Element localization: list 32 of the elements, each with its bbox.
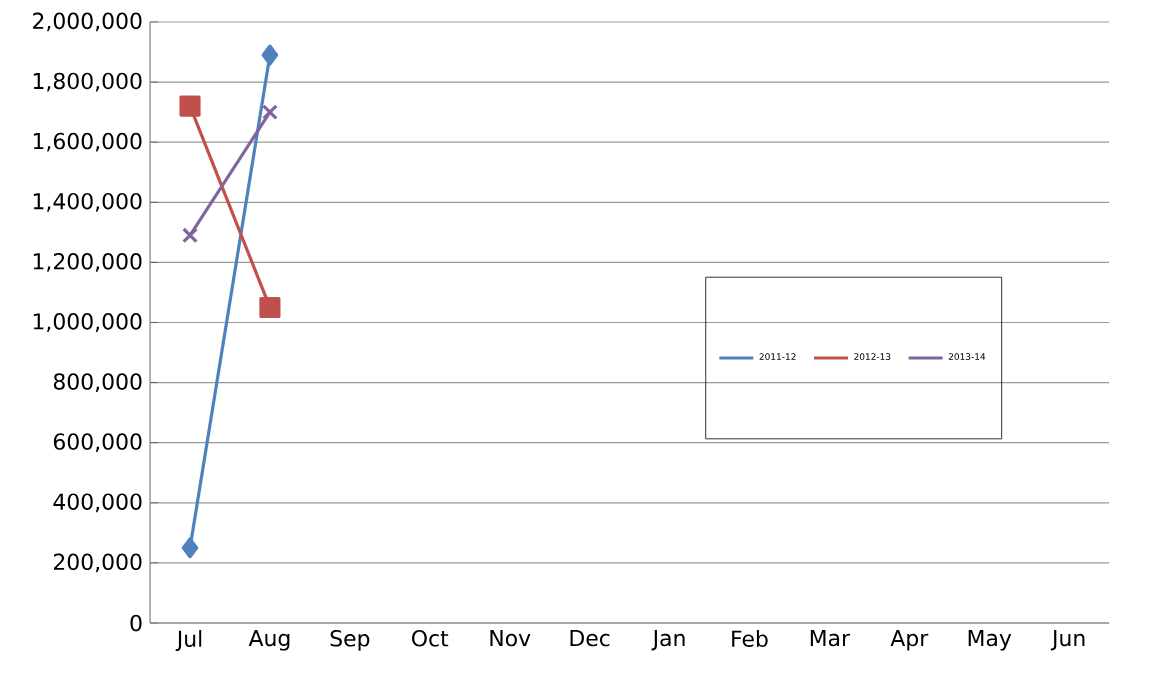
x-tick-label: Aug	[248, 630, 290, 651]
y-tick-label: 800,000	[53, 373, 142, 392]
point	[182, 227, 198, 244]
legend-label: 2012-13	[854, 353, 891, 360]
x-tick-label: Sep	[330, 630, 370, 651]
y-tick-label: 1,000,000	[33, 313, 142, 332]
x-tick-label: Jul	[175, 630, 202, 652]
y-tick-label: 600,000	[53, 433, 142, 453]
point	[261, 44, 279, 66]
point	[179, 95, 201, 117]
x-tick-label: Mar	[810, 630, 851, 647]
y-tick-label: 1,200,000	[33, 252, 142, 272]
point	[261, 104, 278, 121]
point	[181, 537, 199, 559]
x-tick-label: Feb	[732, 630, 768, 647]
y-tick-label: 400,000	[53, 493, 142, 513]
x-tick-label: Dec	[570, 630, 610, 647]
x-tick-label: Apr	[890, 630, 929, 651]
y-tick-label: 0	[130, 614, 142, 632]
x-tick-label: Nov	[490, 630, 531, 647]
legend-label: 2013-14	[948, 353, 986, 360]
x-tick-label: May	[968, 630, 1012, 651]
y-tick-label: 2,000,000	[33, 12, 142, 32]
point	[259, 296, 281, 319]
y-tick-label: 200,000	[53, 553, 142, 573]
legend-label: 2011-12	[759, 353, 796, 360]
x-tick-label: Jan	[651, 630, 685, 651]
y-tick-label: 1,600,000	[33, 132, 142, 152]
x-tick-label: Jun	[1050, 630, 1085, 651]
y-tick-label: 1,400,000	[33, 192, 142, 212]
y-tick-label: 1,800,000	[33, 72, 142, 92]
x-tick-label: Oct	[412, 630, 449, 647]
